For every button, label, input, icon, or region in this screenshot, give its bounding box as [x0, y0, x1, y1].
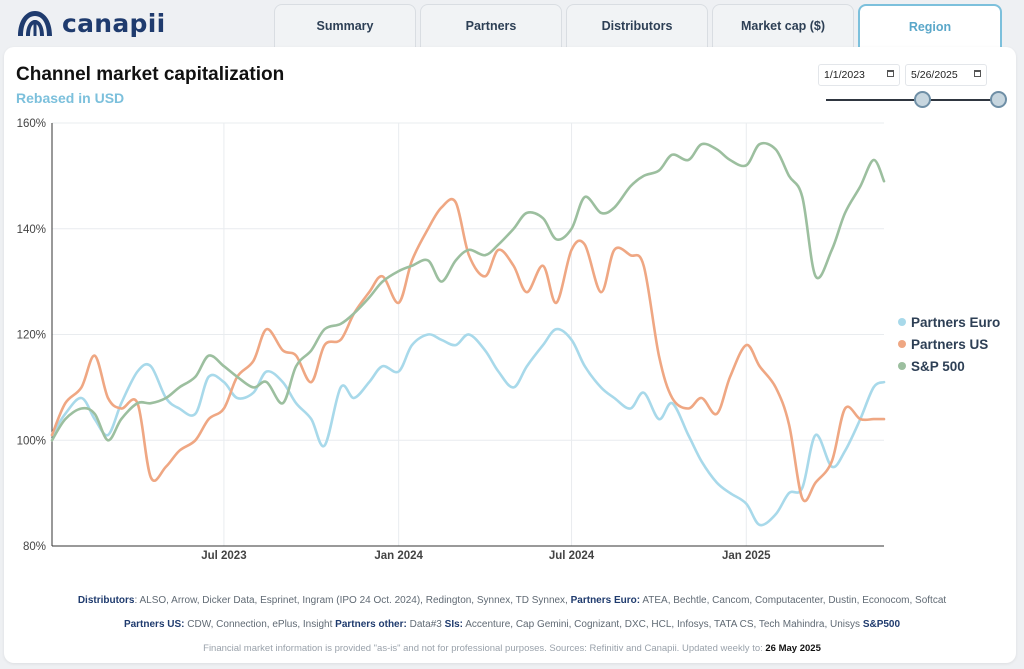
chart-legend: Partners Euro Partners US S&P 500 — [898, 311, 1000, 377]
calendar-icon[interactable] — [974, 70, 981, 77]
legend-label: Partners Euro — [911, 314, 1001, 330]
footer-label: Partners Euro: — [570, 595, 641, 606]
legend-label: S&P 500 — [911, 358, 965, 374]
footer-text: CDW, Connection, ePlus, Insight — [187, 619, 333, 630]
footer-line-3: Financial market information is provided… — [20, 643, 1004, 654]
brand-name: canapii — [62, 8, 166, 38]
tab-distributors[interactable]: Distributors — [566, 4, 708, 47]
series-line-partners-euro — [50, 327, 886, 527]
legend-item-sp500[interactable]: S&P 500 — [898, 355, 1000, 377]
footer-text: Accenture, Cap Gemini, Cognizant, DXC, H… — [465, 619, 861, 630]
date-range-end-handle[interactable] — [990, 91, 1007, 108]
x-tick-label: Jul 2024 — [549, 550, 595, 562]
y-tick-label: 120% — [17, 330, 46, 342]
footer-text: ALSO, Arrow, Dicker Data, Esprinet, Ingr… — [139, 595, 568, 606]
tab-partners[interactable]: Partners — [420, 4, 562, 47]
canapii-logo-icon — [18, 11, 52, 36]
end-date-input[interactable]: 5/26/2025 — [905, 64, 987, 86]
tab-market-cap[interactable]: Market cap ($) — [712, 4, 854, 47]
legend-dot — [898, 362, 906, 370]
footer-label: Partners other: — [335, 619, 407, 630]
y-tick-label: 140% — [17, 224, 46, 236]
end-date-value: 5/26/2025 — [911, 69, 958, 81]
legend-dot — [898, 340, 906, 348]
date-range-start-handle[interactable] — [914, 91, 931, 108]
tab-bar: Summary Partners Distributors Market cap… — [274, 4, 1002, 47]
series-line-s-p-500 — [50, 141, 886, 442]
x-tick-label: Jan 2024 — [374, 550, 423, 562]
start-date-input[interactable]: 1/1/2023 — [818, 64, 900, 86]
legend-dot — [898, 318, 906, 326]
start-date-value: 1/1/2023 — [824, 69, 865, 81]
brand-logo: canapii — [16, 6, 166, 40]
x-tick-label: Jul 2023 — [201, 550, 246, 562]
x-tick-label: Jan 2025 — [722, 550, 771, 562]
chart-title: Channel market capitalization — [16, 64, 285, 85]
chart-subtitle: Rebased in USD — [16, 90, 125, 106]
footer-text: ATEA, Bechtle, Cancom, Computacenter, Du… — [642, 595, 947, 606]
y-tick-label: 160% — [17, 118, 46, 130]
chart-card — [4, 47, 1016, 663]
legend-label: Partners US — [911, 336, 989, 352]
tab-summary[interactable]: Summary — [274, 4, 416, 47]
footer-label: Distributors — [77, 595, 135, 606]
updated-date: 26 May 2025 — [765, 643, 821, 654]
y-tick-label: 80% — [23, 541, 46, 553]
calendar-icon[interactable] — [887, 70, 894, 77]
disclaimer-text: Financial market information is provided… — [203, 643, 763, 654]
legend-item-partners-us[interactable]: Partners US — [898, 333, 1000, 355]
legend-item-partners-euro[interactable]: Partners Euro — [898, 311, 1000, 333]
footer-line-1: Distributors: ALSO, Arrow, Dicker Data, … — [77, 595, 947, 606]
footer-text: Data#3 — [409, 619, 442, 630]
footer-line-2: Partners US: CDW, Connection, ePlus, Ins… — [20, 619, 1004, 630]
footer-label: S&P500 — [862, 619, 901, 630]
y-tick-label: 100% — [17, 435, 46, 447]
footer-label: SIs: — [444, 619, 463, 630]
series-line-partners-us — [50, 197, 886, 503]
date-range-slider-track[interactable] — [826, 99, 1001, 101]
footer-label: Partners US: — [123, 619, 185, 630]
tab-region[interactable]: Region — [858, 4, 1002, 47]
